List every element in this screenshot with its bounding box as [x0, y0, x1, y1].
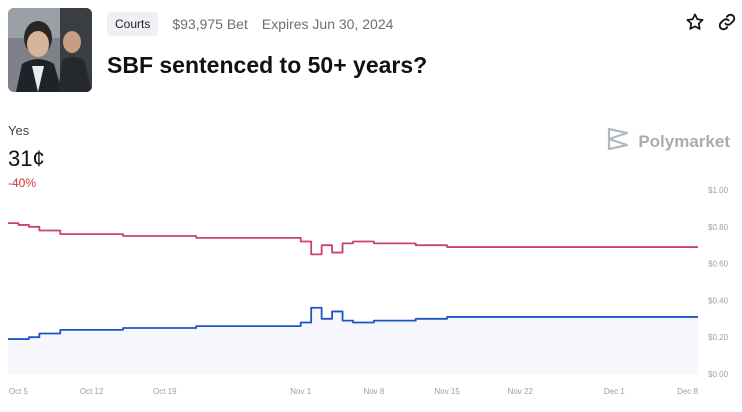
brand-name: Polymarket	[638, 131, 730, 151]
brand-watermark: Polymarket	[606, 126, 730, 157]
y-tick-label: $0.20	[708, 333, 729, 342]
no-price-line	[8, 222, 698, 256]
y-tick-label: $0.40	[708, 296, 729, 305]
market-title: SBF sentenced to 50+ years?	[107, 52, 428, 78]
price-chart: $1.00 $0.80 $0.60 $0.40 $0.20 $0.00 Oct 5 Oct 1…	[8, 186, 729, 396]
x-tick-label: Nov 8	[363, 387, 384, 396]
x-tick-label: Nov 15	[434, 387, 460, 396]
market-image	[8, 8, 92, 92]
yes-price-line	[8, 306, 698, 340]
category-badge[interactable]: Courts	[107, 12, 159, 36]
yes-area-fill	[8, 307, 698, 374]
expiry-date: Expires Jun 30, 2024	[261, 16, 394, 32]
x-tick-label: Nov 22	[508, 387, 534, 396]
x-tick-label: Oct 5	[9, 387, 29, 396]
link-icon[interactable]	[717, 12, 737, 32]
x-tick-label: Dec 8	[677, 387, 698, 396]
star-icon[interactable]	[685, 12, 705, 32]
outcome-label: Yes	[8, 123, 30, 138]
x-tick-label: Nov 1	[290, 387, 311, 396]
x-tick-label: Dec 1	[604, 387, 625, 396]
y-tick-label: $0.00	[708, 370, 729, 379]
y-tick-label: $0.60	[708, 260, 729, 269]
polymarket-logo-icon	[606, 126, 630, 157]
outcome-price: 31¢	[8, 146, 45, 171]
y-tick-label: $1.00	[708, 186, 729, 195]
x-tick-label: Oct 19	[153, 387, 177, 396]
x-tick-label: Oct 12	[80, 387, 104, 396]
y-tick-label: $0.80	[708, 223, 729, 232]
bet-volume: $93,975 Bet	[172, 16, 248, 32]
price-change: -40%	[8, 176, 37, 190]
